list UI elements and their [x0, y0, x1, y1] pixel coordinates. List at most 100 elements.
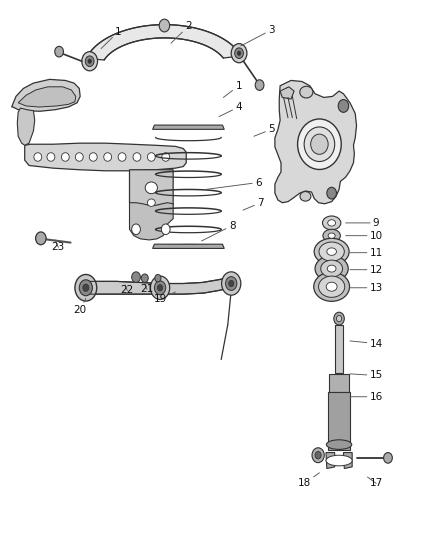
Circle shape — [75, 274, 97, 301]
Text: 17: 17 — [367, 477, 383, 488]
Text: 2: 2 — [171, 21, 192, 43]
Circle shape — [312, 448, 324, 463]
Ellipse shape — [323, 229, 340, 242]
Circle shape — [83, 284, 89, 292]
Ellipse shape — [321, 260, 343, 277]
Text: 7: 7 — [243, 198, 264, 210]
Ellipse shape — [118, 153, 126, 161]
Circle shape — [315, 451, 321, 459]
Polygon shape — [12, 79, 80, 111]
Circle shape — [79, 280, 92, 296]
Polygon shape — [18, 87, 76, 107]
Text: 16: 16 — [350, 392, 383, 402]
Circle shape — [327, 187, 336, 199]
Circle shape — [231, 44, 247, 63]
Circle shape — [336, 316, 342, 322]
Polygon shape — [152, 125, 224, 130]
Circle shape — [334, 312, 344, 325]
Circle shape — [222, 272, 241, 295]
Text: 19: 19 — [153, 292, 175, 304]
Text: 20: 20 — [74, 298, 87, 315]
Text: 1: 1 — [101, 27, 122, 49]
Text: 21: 21 — [140, 284, 154, 294]
Text: 14: 14 — [350, 338, 383, 349]
Polygon shape — [25, 143, 186, 171]
Ellipse shape — [300, 86, 313, 98]
Polygon shape — [17, 108, 35, 146]
Ellipse shape — [304, 127, 335, 161]
Circle shape — [159, 19, 170, 32]
Text: 15: 15 — [350, 370, 383, 381]
Circle shape — [88, 59, 92, 63]
Polygon shape — [275, 80, 357, 204]
Ellipse shape — [328, 220, 336, 226]
Polygon shape — [326, 453, 335, 469]
Ellipse shape — [75, 153, 83, 161]
Polygon shape — [86, 25, 241, 60]
Text: 12: 12 — [350, 265, 383, 274]
Circle shape — [141, 274, 148, 282]
Ellipse shape — [319, 242, 344, 261]
Text: 6: 6 — [206, 177, 261, 189]
Text: 9: 9 — [346, 218, 379, 228]
Ellipse shape — [318, 276, 345, 297]
Polygon shape — [328, 392, 350, 450]
Ellipse shape — [311, 134, 328, 155]
Circle shape — [384, 453, 392, 463]
Ellipse shape — [61, 153, 69, 161]
Circle shape — [255, 80, 264, 91]
Text: 8: 8 — [201, 221, 235, 241]
Text: 3: 3 — [241, 25, 275, 46]
Circle shape — [150, 276, 170, 300]
Ellipse shape — [133, 153, 141, 161]
Ellipse shape — [327, 248, 336, 255]
Polygon shape — [343, 453, 352, 469]
Circle shape — [229, 280, 234, 287]
Ellipse shape — [322, 216, 341, 230]
Ellipse shape — [104, 153, 112, 161]
Circle shape — [132, 272, 141, 282]
Polygon shape — [335, 325, 343, 373]
Text: 10: 10 — [346, 231, 383, 241]
Ellipse shape — [315, 256, 348, 281]
Ellipse shape — [89, 153, 97, 161]
Ellipse shape — [314, 272, 350, 301]
Polygon shape — [130, 203, 173, 240]
Ellipse shape — [34, 153, 42, 161]
Circle shape — [155, 274, 161, 282]
Ellipse shape — [328, 233, 335, 238]
Circle shape — [338, 100, 349, 112]
Text: 5: 5 — [254, 124, 275, 136]
Circle shape — [161, 224, 170, 235]
Ellipse shape — [327, 265, 336, 272]
Circle shape — [154, 281, 166, 295]
Circle shape — [235, 48, 244, 59]
Ellipse shape — [300, 191, 311, 201]
Circle shape — [82, 52, 98, 71]
Ellipse shape — [326, 440, 352, 449]
Polygon shape — [280, 87, 294, 99]
Circle shape — [35, 232, 46, 245]
Ellipse shape — [326, 455, 352, 466]
Ellipse shape — [47, 153, 55, 161]
Polygon shape — [86, 277, 231, 294]
Polygon shape — [152, 244, 224, 248]
Ellipse shape — [326, 282, 337, 291]
Ellipse shape — [145, 182, 157, 193]
Text: 22: 22 — [121, 285, 134, 295]
Text: 13: 13 — [350, 283, 383, 293]
Circle shape — [85, 56, 94, 67]
Circle shape — [237, 51, 241, 55]
Text: 4: 4 — [219, 102, 242, 117]
Polygon shape — [130, 169, 173, 228]
Ellipse shape — [162, 153, 170, 161]
Ellipse shape — [148, 199, 155, 206]
Ellipse shape — [314, 238, 349, 265]
Circle shape — [55, 46, 64, 57]
Ellipse shape — [148, 153, 155, 161]
Circle shape — [132, 224, 141, 235]
Text: 18: 18 — [297, 473, 319, 488]
Ellipse shape — [297, 119, 341, 169]
Circle shape — [157, 285, 162, 291]
Text: 1: 1 — [223, 81, 242, 98]
